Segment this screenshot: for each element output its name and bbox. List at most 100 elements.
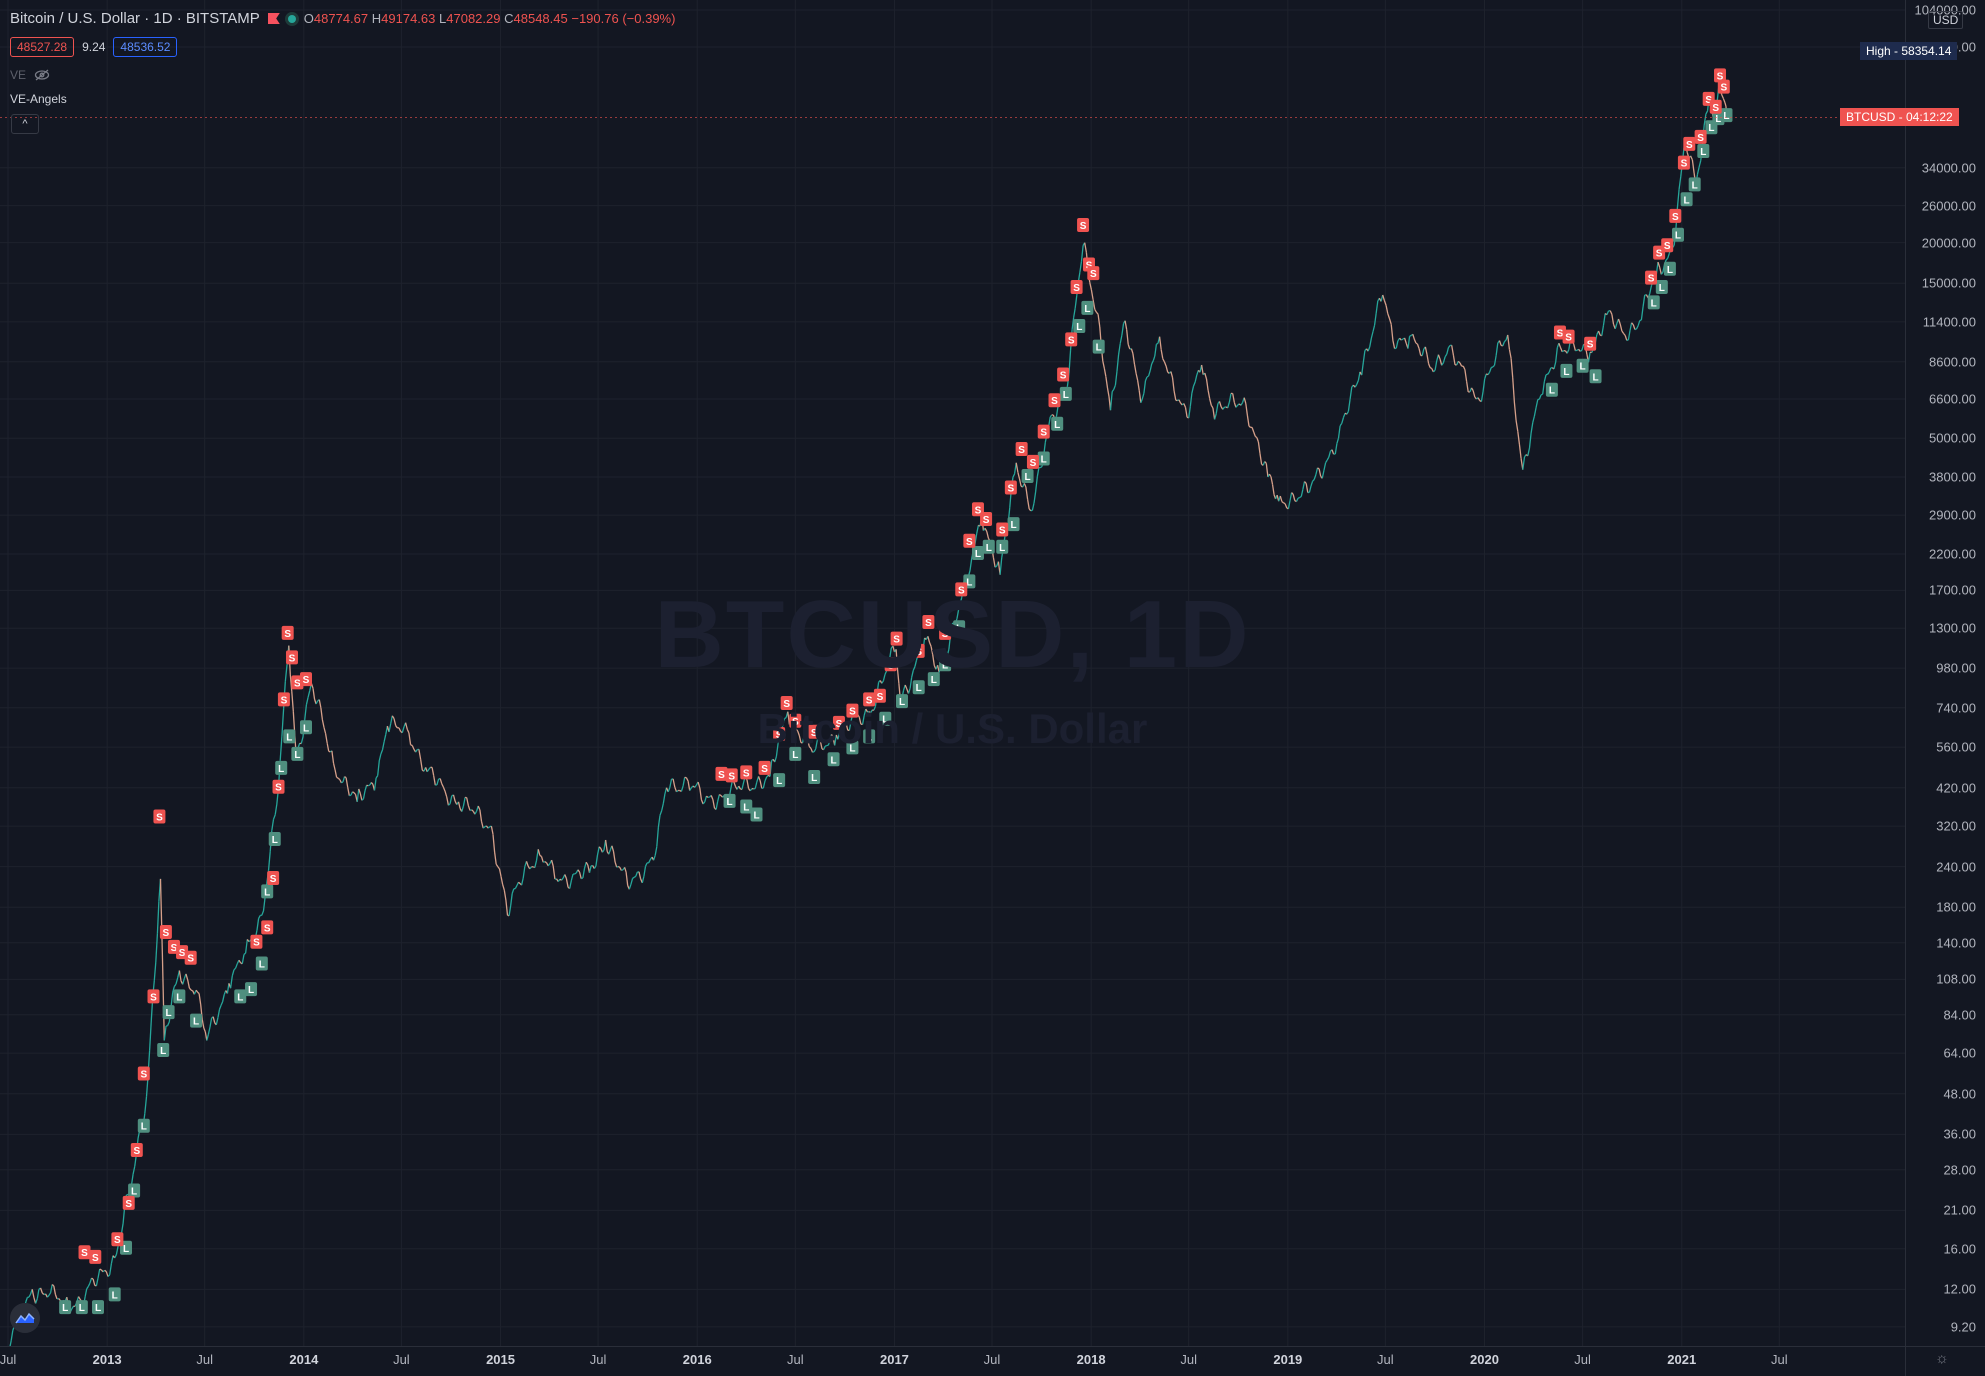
price-segment xyxy=(1032,503,1034,510)
price-segment xyxy=(1344,413,1346,417)
price-segment xyxy=(116,1247,118,1255)
price-segment xyxy=(775,756,777,762)
tradingview-logo-icon[interactable] xyxy=(10,1303,40,1333)
symbol-title[interactable]: Bitcoin / U.S. Dollar · 1D · BITSTAMP xyxy=(10,10,260,27)
price-segment xyxy=(1503,342,1505,346)
price-segment xyxy=(55,1294,57,1299)
price-segment xyxy=(570,880,572,888)
high-value: 49174.63 xyxy=(381,11,435,26)
price-segment xyxy=(713,800,715,809)
price-segment xyxy=(1410,336,1412,337)
price-segment xyxy=(1241,403,1243,406)
short-signal-marker: S xyxy=(147,989,159,1003)
price-segment xyxy=(1509,349,1511,358)
price-segment xyxy=(662,804,664,811)
long-signal-label: L xyxy=(1054,420,1060,431)
price-scale[interactable]: 104000.0080000.0034000.0026000.0020000.0… xyxy=(1905,0,1985,1346)
long-signal-marker: L xyxy=(1038,451,1050,465)
price-segment xyxy=(445,791,447,797)
price-segment xyxy=(1313,480,1315,482)
price-segment xyxy=(548,864,550,866)
long-signal-label: L xyxy=(1025,472,1031,483)
short-signal-label: S xyxy=(1565,333,1572,344)
price-segment xyxy=(639,872,641,879)
price-segment xyxy=(145,1097,147,1114)
price-segment xyxy=(36,1299,38,1304)
price-segment xyxy=(454,795,456,801)
price-segment xyxy=(216,1018,218,1025)
price-segment xyxy=(1396,341,1398,348)
long-signal-marker: L xyxy=(157,1043,169,1057)
price-segment xyxy=(1057,406,1059,416)
indicator-legend-angels[interactable]: VE-Angels xyxy=(10,92,67,106)
ask-button[interactable]: 48536.52 xyxy=(113,37,177,57)
price-tick-label: 108.00 xyxy=(1936,972,1976,987)
price-segment xyxy=(1138,380,1140,390)
price-segment xyxy=(1234,402,1236,407)
price-segment xyxy=(1309,486,1311,492)
bid-button[interactable]: 48527.28 xyxy=(10,37,74,57)
flag-icon[interactable] xyxy=(268,13,280,24)
price-segment xyxy=(274,815,276,820)
price-segment xyxy=(688,781,690,791)
price-segment xyxy=(614,851,616,862)
price-segment xyxy=(1161,350,1163,359)
long-signal-marker: L xyxy=(1577,359,1589,373)
short-signal-label: S xyxy=(1664,241,1671,252)
price-segment xyxy=(1120,335,1122,344)
spread-value: 9.24 xyxy=(82,40,105,54)
price-segment xyxy=(1416,343,1418,344)
long-signal-label: L xyxy=(1592,372,1598,383)
price-segment xyxy=(96,1278,98,1286)
settings-icon[interactable]: ☼ xyxy=(1935,1350,1949,1367)
eye-hidden-icon[interactable] xyxy=(34,69,50,81)
price-segment xyxy=(1495,355,1497,365)
short-signal-label: S xyxy=(150,992,157,1003)
currency-label[interactable]: USD xyxy=(1928,11,1963,29)
price-segment xyxy=(1433,370,1435,372)
price-segment xyxy=(1156,343,1158,344)
price-segment xyxy=(1493,365,1495,367)
price-segment xyxy=(1139,390,1141,402)
short-signal-label: S xyxy=(1681,159,1688,170)
price-segment xyxy=(1026,487,1028,499)
short-signal-marker: S xyxy=(996,522,1008,536)
price-segment xyxy=(993,557,995,567)
price-segment xyxy=(1297,498,1299,501)
price-segment xyxy=(1514,403,1516,421)
indicator-legend-ve[interactable]: VE xyxy=(10,68,50,82)
price-segment xyxy=(335,770,337,777)
price-segment xyxy=(1554,362,1556,369)
price-segment xyxy=(1166,366,1168,372)
price-segment xyxy=(1091,290,1093,300)
open-value: 48774.67 xyxy=(314,11,368,26)
long-signal-marker: L xyxy=(996,540,1008,554)
price-segment xyxy=(156,934,158,962)
short-signal-label: S xyxy=(1686,140,1693,151)
long-signal-marker: L xyxy=(261,884,273,898)
price-segment xyxy=(1314,475,1316,480)
short-signal-label: S xyxy=(1712,103,1719,114)
price-segment xyxy=(371,782,373,784)
price-segment xyxy=(32,1289,34,1297)
price-segment xyxy=(1000,558,1002,575)
price-segment xyxy=(126,1195,128,1196)
price-segment xyxy=(1496,343,1498,355)
price-segment xyxy=(629,884,631,889)
price-segment xyxy=(1284,503,1286,504)
price-segment xyxy=(1301,489,1303,496)
price-segment xyxy=(1429,364,1431,368)
price-segment xyxy=(459,802,461,809)
price-segment xyxy=(1539,395,1541,399)
price-segment xyxy=(1643,295,1645,307)
short-signal-marker: S xyxy=(1669,209,1681,223)
low-value: 47082.29 xyxy=(446,11,500,26)
price-segment xyxy=(1405,338,1407,343)
time-scale[interactable] xyxy=(0,1346,1905,1376)
long-signal-marker: L xyxy=(128,1184,140,1198)
collapse-legend-button[interactable]: ^ xyxy=(11,114,39,134)
price-segment xyxy=(1635,329,1637,330)
price-segment xyxy=(421,759,423,770)
price-segment xyxy=(1725,103,1726,107)
price-segment xyxy=(1326,460,1328,463)
